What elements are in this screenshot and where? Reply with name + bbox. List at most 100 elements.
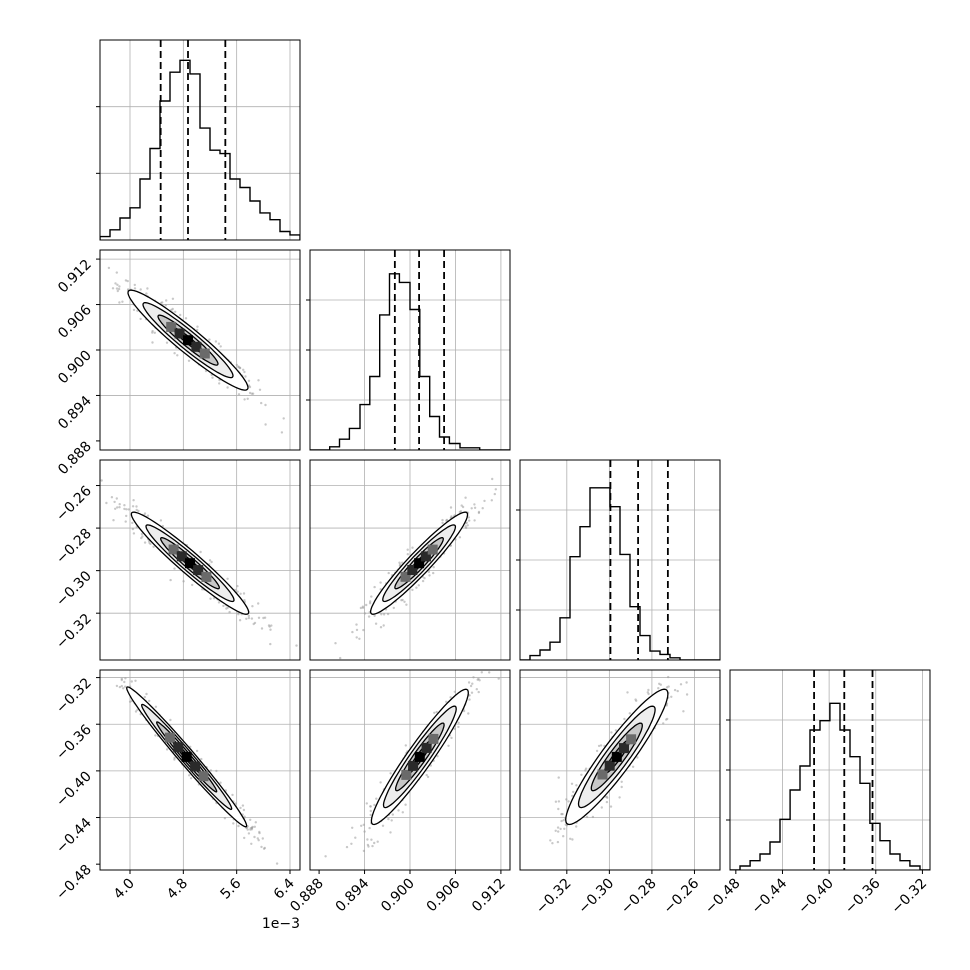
scatter-point <box>160 301 163 305</box>
ytick-label: −0.32 <box>53 675 95 717</box>
scatter-point <box>101 646 103 648</box>
ytick-label: 0.900 <box>55 348 95 388</box>
scatter-point <box>184 317 188 320</box>
scatter-point <box>169 578 172 582</box>
scatter-point <box>246 397 249 400</box>
scatter-point <box>117 287 121 291</box>
scatter-point <box>623 717 626 721</box>
scatter-point <box>113 500 116 504</box>
scatter-point <box>387 817 390 821</box>
scatter-point <box>549 839 552 842</box>
density-cell <box>199 348 210 359</box>
panel-frame <box>519 669 721 871</box>
scatter-point <box>339 656 342 660</box>
density-panel-3-1 <box>309 665 511 871</box>
scatter-point <box>211 376 214 379</box>
scatter-point <box>250 392 254 395</box>
scatter-point <box>132 308 136 312</box>
scatter-point <box>282 874 284 876</box>
scatter-point <box>126 279 129 283</box>
scatter-point <box>115 684 119 688</box>
scatter-point <box>368 826 371 830</box>
scatter-point <box>140 536 143 540</box>
scatter-point <box>258 388 262 391</box>
xtick-label: 0.894 <box>333 875 373 915</box>
scatter-point <box>494 488 497 491</box>
xtick-label: 0.888 <box>287 876 327 916</box>
scatter-point <box>253 825 256 828</box>
scatter-point <box>295 644 298 647</box>
scatter-point <box>571 794 574 798</box>
scatter-point <box>145 292 148 295</box>
scatter-point <box>370 595 373 598</box>
scatter-point <box>606 796 609 799</box>
scatter-point <box>685 693 689 696</box>
scatter-point <box>405 603 408 606</box>
density-cell <box>597 769 608 780</box>
scatter-point <box>151 331 154 334</box>
scatter-point <box>173 567 176 570</box>
scatter-point <box>427 570 431 574</box>
scatter-point <box>95 655 97 657</box>
hist-panel-2 <box>516 459 721 661</box>
scatter-point <box>449 506 453 509</box>
scatter-point <box>217 342 221 345</box>
scatter-point <box>268 625 271 628</box>
scatter-point <box>406 548 409 551</box>
scatter-point <box>585 815 589 819</box>
hist-frame-1 <box>309 249 511 451</box>
scatter-point <box>453 727 456 731</box>
scatter-point <box>102 666 104 668</box>
scatter-point <box>470 691 474 694</box>
scatter-point <box>580 773 583 776</box>
scatter-point <box>363 830 366 833</box>
scatter-point <box>646 691 649 694</box>
scatter-point <box>151 341 154 344</box>
scatter-point <box>445 700 448 703</box>
scatter-point <box>120 684 124 688</box>
scatter-point <box>236 590 239 593</box>
scatter-point <box>122 687 125 690</box>
scatter-point <box>103 663 105 665</box>
scatter-point <box>647 688 650 692</box>
scatter-point <box>260 627 264 630</box>
scatter-point <box>130 680 133 683</box>
scatter-point <box>351 630 354 634</box>
scatter-point <box>464 496 467 499</box>
scatter-point <box>135 508 138 512</box>
scatter-point <box>153 331 156 334</box>
density-cell <box>408 760 419 771</box>
scatter-point <box>584 767 588 770</box>
scatter-point <box>473 503 476 506</box>
scatter-point <box>118 301 121 304</box>
scatter-point <box>250 842 253 845</box>
scatter-point <box>139 288 142 291</box>
xtick-label: −0.32 <box>533 876 575 918</box>
scatter-point <box>112 519 115 522</box>
scatter-point <box>554 829 557 832</box>
scatter-point <box>386 612 390 616</box>
scatter-point <box>466 524 469 527</box>
scatter-point <box>262 847 266 850</box>
scatter-point <box>453 690 456 693</box>
scatter-point <box>248 391 252 395</box>
scatter-point <box>411 546 414 549</box>
scatter-point <box>614 729 618 732</box>
density-panel-2-1 <box>309 459 511 661</box>
scatter-point <box>467 681 471 684</box>
scatter-point <box>132 499 135 502</box>
scatter-point <box>228 610 231 614</box>
density-cell <box>174 328 185 339</box>
scatter-point <box>239 806 242 810</box>
scatter-point <box>432 571 435 575</box>
scatter-point <box>565 798 568 801</box>
scatter-point <box>118 285 121 288</box>
scatter-point <box>118 685 122 689</box>
scatter-point <box>226 577 229 580</box>
scatter-point <box>483 499 486 503</box>
scatter-point <box>495 665 497 667</box>
labels-layer: 0.8880.8940.9000.9060.912−0.32−0.30−0.28… <box>53 257 930 932</box>
scatter-point <box>468 698 471 701</box>
hist-panel-0 <box>96 39 301 241</box>
scatter-point <box>154 705 158 708</box>
